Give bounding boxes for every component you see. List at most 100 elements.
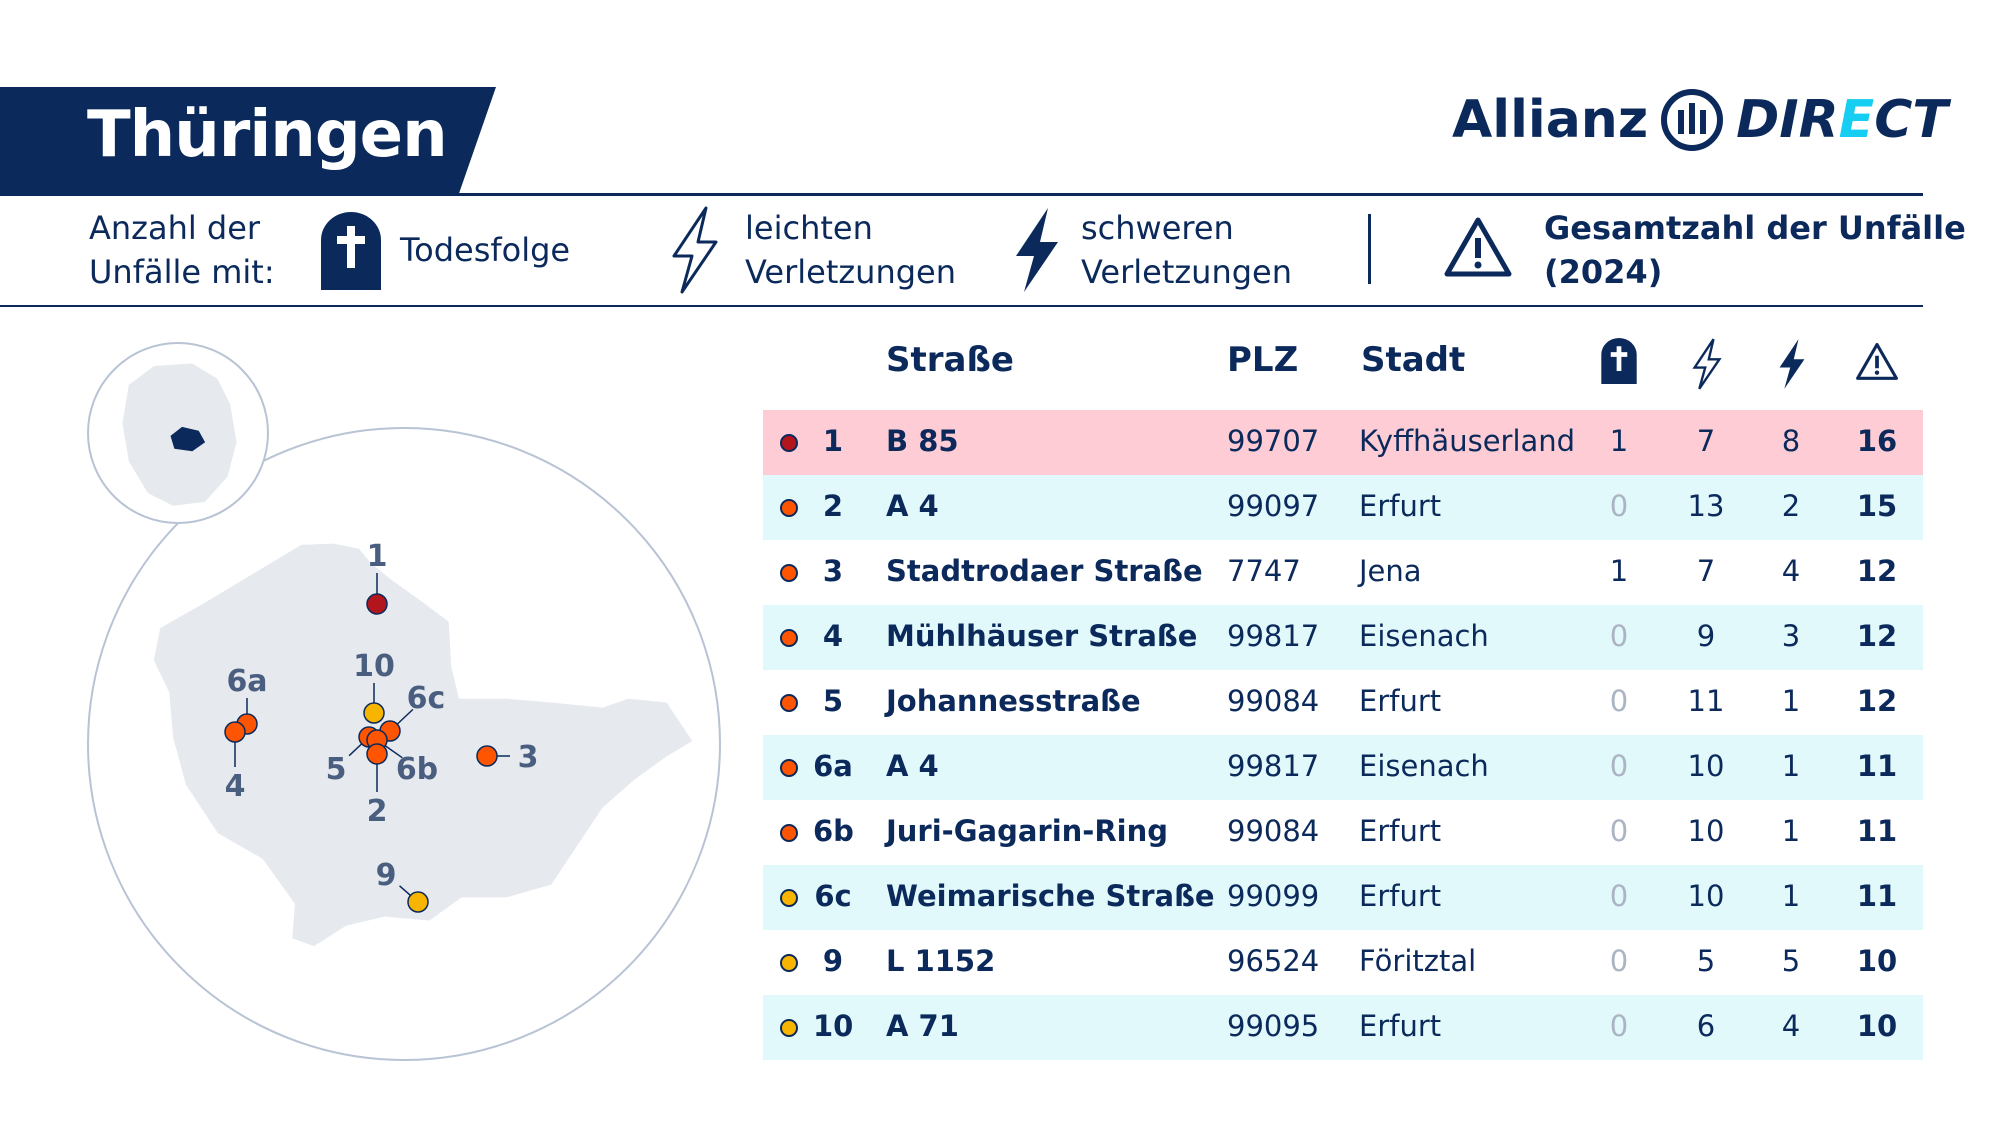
- map-marker-1[interactable]: [366, 593, 388, 615]
- severity-dot: [780, 564, 798, 582]
- rank: 5: [822, 684, 844, 718]
- tombstone-cross-icon: [321, 212, 381, 290]
- death-count: 0: [1609, 879, 1629, 913]
- street: Weimarische Straße: [886, 879, 1215, 913]
- rank: 10: [813, 1009, 854, 1043]
- rank: 3: [822, 554, 844, 588]
- severe-injury-count: 5: [1781, 944, 1801, 978]
- table-row: 5 Johannesstraße 99084 Erfurt 0 11 1 12: [763, 670, 1923, 735]
- table-row: 6b Juri-Gagarin-Ring 99084 Erfurt 0 10 1 11: [763, 800, 1923, 865]
- table-row: 9 L 1152 96524 Föritztal 0 5 5 10: [763, 930, 1923, 995]
- lightning-filled-icon: [1016, 208, 1058, 292]
- allianz-direct-logo: Allianz DIRECT: [1452, 88, 1948, 152]
- map-marker-3[interactable]: [476, 745, 498, 767]
- severity-dot: [780, 629, 798, 647]
- column-header-city: Stadt: [1361, 340, 1466, 380]
- street: Johannesstraße: [886, 684, 1141, 718]
- table-row: 3 Stadtrodaer Straße 7747 Jena 1 7 4 12: [763, 540, 1923, 605]
- header-divider: [0, 193, 1923, 196]
- light-injury-count: 13: [1687, 489, 1725, 523]
- city: Jena: [1359, 554, 1422, 588]
- death-count: 0: [1609, 489, 1629, 523]
- thuringia-shape: [121, 362, 693, 947]
- total-count: 11: [1856, 814, 1898, 848]
- rank: 9: [822, 944, 844, 978]
- severity-dot: [780, 954, 798, 972]
- legend-separator: [1368, 214, 1371, 284]
- column-header-total-icon: [1856, 342, 1898, 380]
- death-count: 0: [1609, 814, 1629, 848]
- table-row: 1 B 85 99707 Kyffhäuserland 1 7 8 16: [763, 410, 1923, 475]
- total-count: 15: [1856, 489, 1898, 523]
- plz: 7747: [1227, 554, 1301, 588]
- city: Föritztal: [1359, 944, 1477, 978]
- map-marker-10[interactable]: [363, 702, 385, 724]
- map-marker-label: 2: [367, 794, 388, 829]
- city: Erfurt: [1359, 489, 1442, 523]
- light-injury-count: 10: [1687, 749, 1725, 783]
- city: Erfurt: [1359, 879, 1442, 913]
- severity-dot: [780, 824, 798, 842]
- table-row: 4 Mühlhäuser Straße 99817 Eisenach 0 9 3 12: [763, 605, 1923, 670]
- table-row: 10 A 71 99095 Erfurt 0 6 4 10: [763, 995, 1923, 1060]
- severity-dot: [780, 1019, 798, 1037]
- plz: 99099: [1227, 879, 1320, 913]
- table-row: 6a A 4 99817 Eisenach 0 10 1 11: [763, 735, 1923, 800]
- street: A 71: [886, 1009, 959, 1043]
- rank: 6c: [814, 879, 852, 913]
- map-marker-label: 6b: [396, 752, 438, 787]
- severe-injury-count: 1: [1781, 684, 1801, 718]
- plz: 99097: [1227, 489, 1320, 523]
- legend-divider: [0, 305, 1923, 307]
- plz: 99084: [1227, 814, 1320, 848]
- street: L 1152: [886, 944, 996, 978]
- map-marker-label: 3: [518, 740, 539, 775]
- column-header-severe-injury-icon: [1779, 339, 1805, 389]
- death-count: 1: [1609, 554, 1629, 588]
- severe-injury-count: 1: [1781, 814, 1801, 848]
- map-marker-2[interactable]: [366, 743, 388, 765]
- severity-dot: [780, 889, 798, 907]
- light-injury-count: 9: [1696, 619, 1716, 653]
- column-header-plz: PLZ: [1227, 340, 1299, 380]
- total-count: 12: [1856, 554, 1898, 588]
- street: A 4: [886, 489, 939, 523]
- legend-severe-injuries: schweren Verletzungen: [1081, 209, 1293, 291]
- city: Erfurt: [1359, 814, 1442, 848]
- severe-injury-count: 4: [1781, 554, 1801, 588]
- column-header-light-injury-icon: [1692, 338, 1722, 390]
- rank: 2: [822, 489, 844, 523]
- light-injury-count: 6: [1696, 1009, 1716, 1043]
- total-count: 11: [1856, 879, 1898, 913]
- plz: 99095: [1227, 1009, 1320, 1043]
- lightning-outline-icon: [672, 206, 718, 294]
- light-injury-count: 11: [1687, 684, 1725, 718]
- severity-dot: [780, 434, 798, 452]
- allianz-eagle-icon: [1661, 89, 1724, 151]
- warning-triangle-icon: [1444, 217, 1512, 277]
- plz: 99707: [1227, 424, 1320, 458]
- death-count: 0: [1609, 619, 1629, 653]
- total-count: 10: [1856, 944, 1898, 978]
- city: Erfurt: [1359, 684, 1442, 718]
- map-marker-label: 6c: [407, 681, 446, 716]
- total-count: 16: [1856, 424, 1898, 458]
- logo-text-direct: DIRECT: [1736, 90, 1948, 150]
- rank: 4: [822, 619, 844, 653]
- legend-light-injuries: leichten Verletzungen: [745, 209, 957, 291]
- legend-intro: Anzahl der Unfälle mit:: [89, 209, 275, 291]
- light-injury-count: 7: [1696, 554, 1716, 588]
- death-count: 0: [1609, 749, 1629, 783]
- table-row: 6c Weimarische Straße 99099 Erfurt 0 10 1 11: [763, 865, 1923, 930]
- rank: 1: [822, 424, 844, 458]
- column-header-street: Straße: [886, 340, 1014, 380]
- map-marker-4[interactable]: [224, 721, 246, 743]
- column-header-death-icon: [1601, 338, 1637, 384]
- thuringia-map: 1 10 6c 5 6b2 6a 4 3 9: [87, 342, 721, 1061]
- map-marker-9[interactable]: [407, 891, 429, 913]
- map-marker-label: 5: [326, 752, 347, 787]
- city: Erfurt: [1359, 1009, 1442, 1043]
- light-injury-count: 10: [1687, 814, 1725, 848]
- severe-injury-count: 1: [1781, 749, 1801, 783]
- street: Stadtrodaer Straße: [886, 554, 1203, 588]
